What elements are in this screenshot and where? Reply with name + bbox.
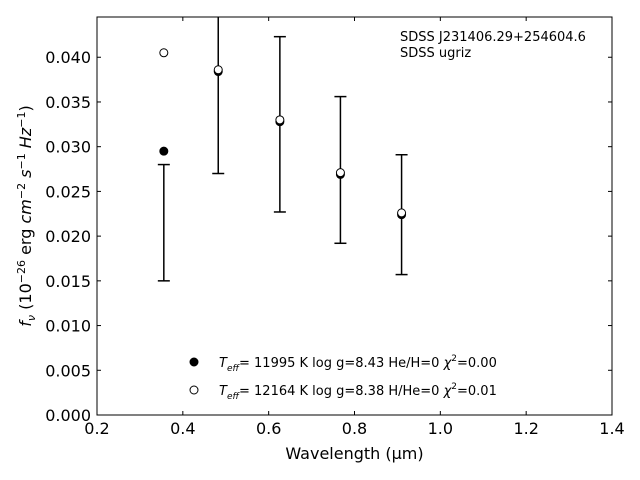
legend-entry: Teff= 11995 K log g=8.43 He/H=0 χ2=0.00 [189,354,497,374]
legend: Teff= 11995 K log g=8.43 He/H=0 χ2=0.00 T… [189,354,497,402]
legend-marker [189,357,199,367]
error-bar [212,17,225,175]
axis-ticks: 0.2 0.4 0.6 0.8 1.0 1.2 1.4 0.000 0.005 0.010 0.01… [45,17,625,438]
open-model-point [335,168,345,178]
x-tick-label: 0.4 [170,419,195,438]
x-tick-label: 0.8 [342,419,367,438]
open-model-point [397,208,407,218]
y-label-hz: Hz [16,127,35,153]
annotation-object-name: SDSS J231406.29+254604.6 [400,30,586,45]
plot-frame [96,16,613,416]
y-tick-label: 0.025 [45,182,91,201]
model-points [159,48,407,220]
x-axis-label: Wavelength (μm) [285,444,423,463]
y-label-nu: ν [25,315,38,321]
x-tick-label: 1.2 [513,419,538,438]
y-tick-label: 0.000 [45,406,91,425]
y-label-mid: erg [16,224,35,260]
y-axis-label: fν (10−26 erg cm−2 s−1 Hz−1) [15,105,38,326]
error-bar [157,163,170,282]
y-label-s: s [16,170,35,183]
x-tick-label: 0.6 [256,419,281,438]
y-tick-label: 0.040 [45,48,91,67]
x-tick-label: 0.2 [84,419,109,438]
legend-label: Teff= 12164 K log g=8.38 H/He=0 χ2=0.01 [219,382,497,402]
legend-marker [189,385,199,395]
y-label-exp4: −1 [15,112,28,128]
y-label-open: (10 [16,283,35,315]
annotation-filter-system: SDSS ugriz [400,46,471,61]
y-label-f: f [16,319,35,327]
y-tick-label: 0.005 [45,361,91,380]
legend-entry: Teff= 12164 K log g=8.38 H/He=0 χ2=0.01 [189,382,497,402]
open-model-point [275,115,285,125]
y-tick-label: 0.030 [45,138,91,157]
y-label-exp3: −1 [15,153,28,169]
observed-error-bars [157,17,408,282]
open-model-point [213,65,223,75]
y-label-cm: cm [16,199,35,223]
y-tick-label: 0.035 [45,93,91,112]
y-tick-label: 0.010 [45,317,91,336]
y-label-exp1: −26 [15,260,28,283]
y-label-close: ) [16,105,35,111]
open-model-point [159,48,169,58]
y-label-exp2: −2 [15,183,28,199]
x-tick-label: 1.0 [428,419,453,438]
y-tick-label: 0.020 [45,227,91,246]
y-tick-label: 0.015 [45,272,91,291]
x-tick-label: 1.4 [599,419,624,438]
filled-model-point [159,146,169,156]
legend-label: Teff= 11995 K log g=8.43 He/H=0 χ2=0.00 [219,354,497,374]
